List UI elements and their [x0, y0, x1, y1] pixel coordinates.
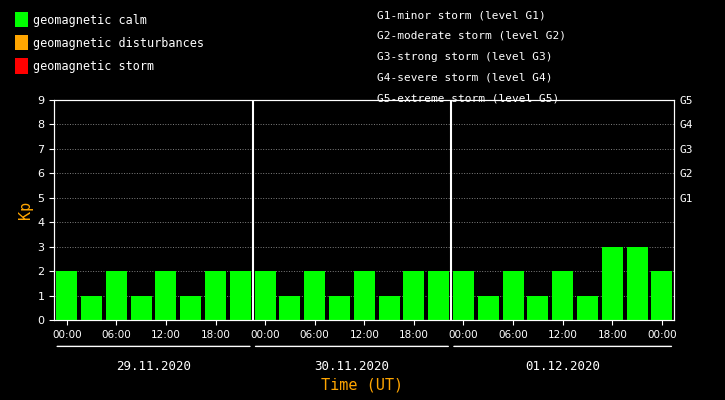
- Bar: [230, 271, 251, 320]
- Bar: [329, 296, 350, 320]
- Text: G3-strong storm (level G3): G3-strong storm (level G3): [377, 52, 552, 62]
- Text: 29.11.2020: 29.11.2020: [116, 360, 191, 373]
- Bar: [527, 296, 548, 320]
- Text: G4-severe storm (level G4): G4-severe storm (level G4): [377, 72, 552, 82]
- Bar: [577, 296, 598, 320]
- Bar: [304, 271, 326, 320]
- Bar: [478, 296, 499, 320]
- Text: geomagnetic calm: geomagnetic calm: [33, 14, 147, 27]
- Text: G5-extreme storm (level G5): G5-extreme storm (level G5): [377, 93, 559, 103]
- Bar: [403, 271, 424, 320]
- Bar: [155, 271, 176, 320]
- Bar: [502, 271, 523, 320]
- Bar: [602, 247, 623, 320]
- Bar: [254, 271, 276, 320]
- Bar: [130, 296, 152, 320]
- Bar: [106, 271, 127, 320]
- Bar: [57, 271, 78, 320]
- Bar: [552, 271, 573, 320]
- Bar: [81, 296, 102, 320]
- Bar: [428, 271, 450, 320]
- Text: G2-moderate storm (level G2): G2-moderate storm (level G2): [377, 31, 566, 41]
- Text: G1-minor storm (level G1): G1-minor storm (level G1): [377, 10, 546, 20]
- Bar: [651, 271, 672, 320]
- Text: 01.12.2020: 01.12.2020: [525, 360, 600, 373]
- Bar: [453, 271, 474, 320]
- Text: 30.11.2020: 30.11.2020: [315, 360, 389, 373]
- Bar: [279, 296, 300, 320]
- Text: geomagnetic disturbances: geomagnetic disturbances: [33, 37, 204, 50]
- Bar: [626, 247, 647, 320]
- Bar: [378, 296, 399, 320]
- Bar: [354, 271, 375, 320]
- Text: geomagnetic storm: geomagnetic storm: [33, 60, 154, 74]
- Y-axis label: Kp: Kp: [18, 201, 33, 219]
- Text: Time (UT): Time (UT): [321, 377, 404, 392]
- Bar: [205, 271, 226, 320]
- Bar: [181, 296, 202, 320]
